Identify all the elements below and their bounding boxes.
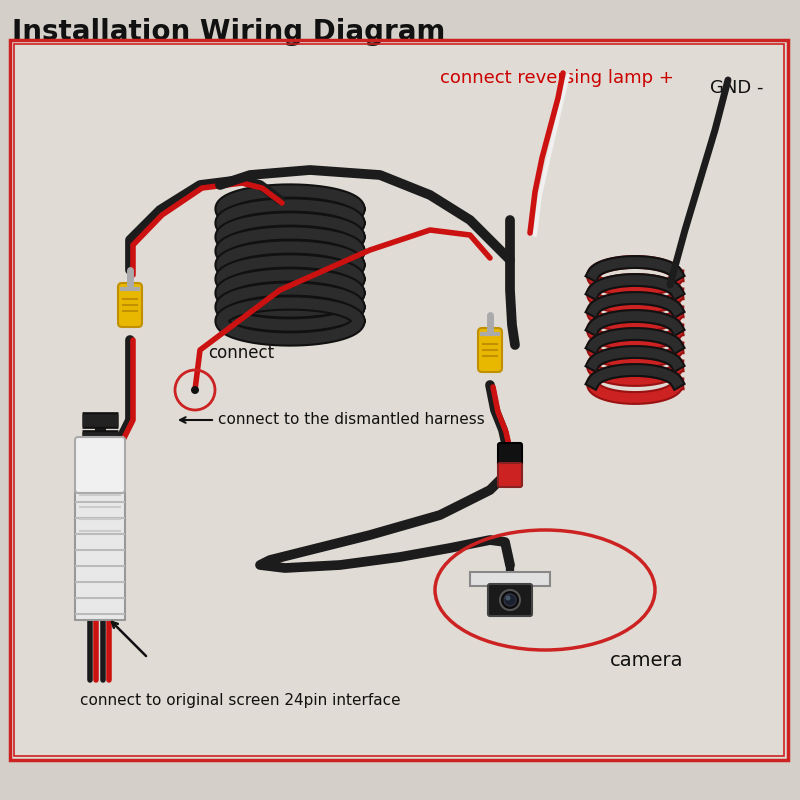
- FancyBboxPatch shape: [498, 463, 522, 487]
- Text: GND -: GND -: [710, 79, 763, 97]
- FancyBboxPatch shape: [488, 584, 532, 616]
- FancyBboxPatch shape: [118, 283, 142, 327]
- Circle shape: [504, 594, 516, 606]
- Text: connect to original screen 24pin interface: connect to original screen 24pin interfa…: [80, 693, 401, 707]
- FancyBboxPatch shape: [498, 443, 522, 467]
- Circle shape: [506, 595, 510, 601]
- Bar: [470, 572, 550, 586]
- Bar: [11, 41, 787, 759]
- FancyBboxPatch shape: [75, 490, 125, 620]
- Text: connect to the dismantled harness: connect to the dismantled harness: [218, 413, 485, 427]
- Text: camera: camera: [610, 650, 683, 670]
- Text: connect: connect: [208, 344, 274, 362]
- Circle shape: [500, 590, 520, 610]
- Bar: [14, 44, 784, 756]
- Text: connect reversing lamp +: connect reversing lamp +: [440, 69, 674, 87]
- FancyBboxPatch shape: [75, 437, 125, 493]
- FancyBboxPatch shape: [478, 328, 502, 372]
- Circle shape: [191, 386, 199, 394]
- Text: Installation Wiring Diagram: Installation Wiring Diagram: [12, 18, 446, 46]
